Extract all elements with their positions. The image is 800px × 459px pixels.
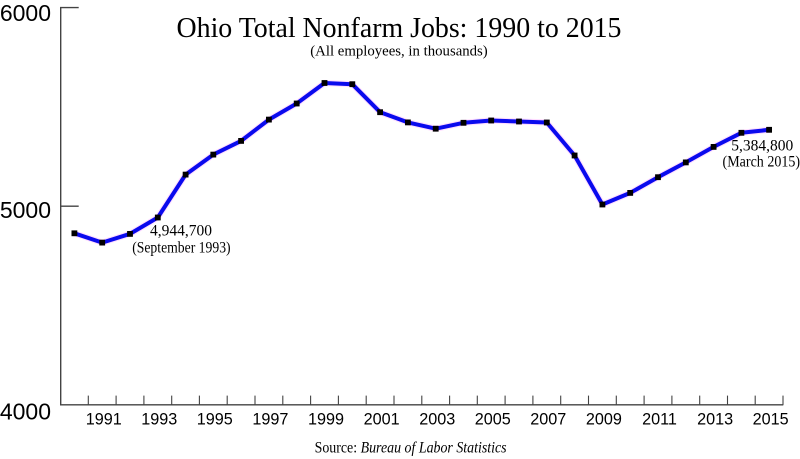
svg-text:1999: 1999 bbox=[308, 411, 344, 429]
svg-text:2011: 2011 bbox=[642, 411, 677, 429]
svg-text:(September 1993): (September 1993) bbox=[132, 239, 230, 256]
svg-text:4,944,700: 4,944,700 bbox=[150, 223, 212, 240]
svg-text:Source: Bureau of Labor Statis: Source: Bureau of Labor Statistics bbox=[315, 439, 507, 456]
svg-text:2009: 2009 bbox=[586, 411, 622, 429]
svg-text:2003: 2003 bbox=[419, 411, 455, 429]
svg-text:1991: 1991 bbox=[86, 411, 122, 429]
svg-text:5000: 5000 bbox=[0, 197, 51, 223]
svg-text:Ohio Total Nonfarm Jobs: 1990: Ohio Total Nonfarm Jobs: 1990 to 2015 bbox=[177, 13, 622, 44]
svg-text:1995: 1995 bbox=[197, 411, 233, 429]
svg-text:2013: 2013 bbox=[697, 411, 733, 429]
svg-text:2015: 2015 bbox=[753, 411, 789, 429]
svg-text:5,384,800: 5,384,800 bbox=[731, 138, 793, 155]
svg-text:4000: 4000 bbox=[0, 398, 51, 424]
svg-text:1997: 1997 bbox=[252, 411, 288, 429]
svg-text:2005: 2005 bbox=[475, 411, 511, 429]
svg-text:2007: 2007 bbox=[530, 411, 566, 429]
svg-text:6000: 6000 bbox=[0, 0, 51, 26]
svg-text:2001: 2001 bbox=[364, 411, 400, 429]
svg-text:(March 2015): (March 2015) bbox=[723, 153, 800, 170]
svg-text:(All employees, in thousands): (All employees, in thousands) bbox=[310, 43, 488, 59]
svg-text:1993: 1993 bbox=[141, 411, 177, 429]
